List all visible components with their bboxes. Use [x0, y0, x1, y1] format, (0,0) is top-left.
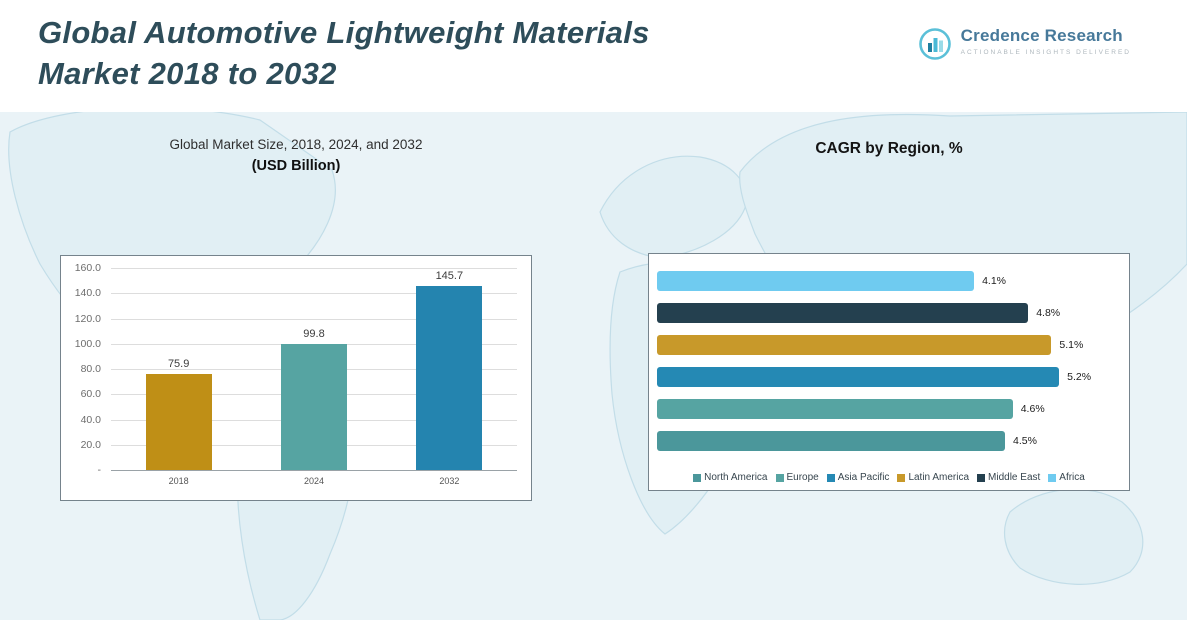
cagr-bar-row-middle-east: 4.8%	[657, 302, 1121, 323]
cagr-legend: North America Europe Asia Pacific Latin Ame…	[649, 472, 1129, 483]
cagr-value-label: 4.8%	[1036, 306, 1061, 319]
gridline	[111, 293, 517, 295]
logo-tagline: ACTIONABLE INSIGHTS DELIVERED	[960, 49, 1131, 56]
cagr-bar	[657, 430, 1005, 451]
legend-swatch	[1048, 473, 1057, 482]
y-axis-tick-label: -	[97, 464, 102, 476]
cagr-bar-row-latin-america: 5.1%	[657, 334, 1121, 355]
legend-item-europe: Europe	[775, 472, 819, 483]
legend-label: Middle East	[988, 472, 1041, 483]
y-axis-tick-label: 40.0	[80, 413, 101, 426]
y-axis-tick-label: 80.0	[80, 363, 101, 375]
page-title-line2: Market 2018 to 2032	[38, 56, 337, 91]
cagr-value-label: 5.1%	[1059, 338, 1084, 351]
cagr-bar-row-north-america: 4.5%	[657, 430, 1121, 451]
legend-label: Asia Pacific	[837, 472, 890, 483]
legend-swatch	[897, 473, 906, 482]
legend-item-africa: Africa	[1048, 472, 1085, 483]
page-title-line1: Global Automotive Lightweight Materials	[38, 15, 650, 50]
bar-slot: 145.7 2032	[416, 268, 483, 486]
cagr-bar-row-europe: 4.6%	[657, 398, 1121, 419]
legend-label: Latin America	[908, 472, 970, 483]
logo-text: Credence Research ACTIONABLE INSIGHTS DE…	[961, 26, 1131, 56]
bar-value-label: 75.9	[167, 358, 190, 371]
plot-area: 75.9 2018 99.8 2024 145.7 2032	[111, 268, 517, 486]
cagr-bar-row-africa: 4.1%	[657, 270, 1121, 291]
page-title: Global Automotive Lightweight Materials …	[38, 12, 650, 94]
y-axis-tick-label: 20.0	[80, 438, 101, 451]
y-axis-tick-label: 120.0	[74, 312, 101, 325]
legend-swatch	[775, 473, 784, 482]
cagr-bar	[657, 334, 1052, 355]
y-axis-tick-label: 160.0	[74, 262, 101, 274]
legend-label: North America	[704, 472, 768, 483]
market-size-bar-chart: 160.0 140.0 120.0 100.0 80.0 60.0 40.0 20.0 - 75…	[60, 255, 532, 501]
x-axis-line	[111, 470, 517, 471]
cagr-bar	[657, 398, 1013, 419]
y-axis-tick-label: 100.0	[74, 337, 101, 350]
legend-swatch	[977, 473, 986, 482]
gridline	[111, 268, 517, 269]
cagr-bar	[657, 366, 1060, 387]
cagr-bars: 4.1% 4.8% 5.1% 5.2% 4.6% 4.5%	[657, 270, 1121, 462]
logo-name: Credence Research	[960, 26, 1123, 45]
legend-label: Africa	[1059, 472, 1085, 483]
cagr-value-label: 4.5%	[1013, 434, 1037, 447]
market-size-chart-subtitle: (USD Billion)	[251, 158, 341, 174]
x-axis-category-label: 2018	[168, 476, 189, 486]
y-axis: 160.0 140.0 120.0 100.0 80.0 60.0 40.0 20.0 -	[61, 262, 107, 476]
legend-swatch	[826, 473, 835, 482]
bar-value-label: 145.7	[435, 270, 464, 283]
cagr-bar	[657, 270, 975, 291]
x-axis-category-label: 2024	[303, 476, 325, 486]
bar-2024	[281, 344, 347, 470]
bar-slot: 99.8 2024	[281, 268, 347, 486]
legend-item-middle-east: Middle East	[977, 472, 1040, 483]
cagr-chart-title: CAGR by Region, %	[815, 140, 963, 157]
cagr-value-label: 4.1%	[982, 274, 1006, 287]
gridline	[111, 318, 517, 320]
y-axis-tick-label: 140.0	[74, 287, 101, 300]
cagr-value-label: 4.6%	[1020, 402, 1045, 415]
logo-bar-chart-icon	[917, 26, 953, 67]
market-size-chart-title: Global Market Size, 2018, 2024, and 2032…	[60, 137, 532, 174]
y-axis-tick-label: 60.0	[80, 388, 101, 401]
cagr-bar	[657, 302, 1029, 323]
legend-swatch	[693, 473, 702, 482]
market-size-chart-title-line: Global Market Size, 2018, 2024, and 2032	[169, 137, 423, 152]
legend-item-latin-america: Latin America	[897, 472, 969, 483]
bar-2018	[145, 374, 212, 470]
cagr-horizontal-bar-chart: 4.1% 4.8% 5.1% 5.2% 4.6% 4.5% North America Eu…	[648, 253, 1130, 491]
cagr-value-label: 5.2%	[1067, 370, 1092, 383]
bar-2032	[416, 286, 483, 470]
legend-item-asia-pacific: Asia Pacific	[826, 472, 890, 483]
bar-value-label: 99.8	[303, 328, 325, 341]
x-axis-category-label: 2032	[439, 476, 460, 486]
legend-item-north-america: North America	[693, 472, 768, 483]
bar-slot: 75.9 2018	[145, 268, 212, 486]
cagr-bar-row-asia-pacific: 5.2%	[657, 366, 1121, 387]
credence-research-logo: Credence Research ACTIONABLE INSIGHTS DE…	[917, 26, 1131, 67]
legend-label: Europe	[786, 472, 819, 483]
